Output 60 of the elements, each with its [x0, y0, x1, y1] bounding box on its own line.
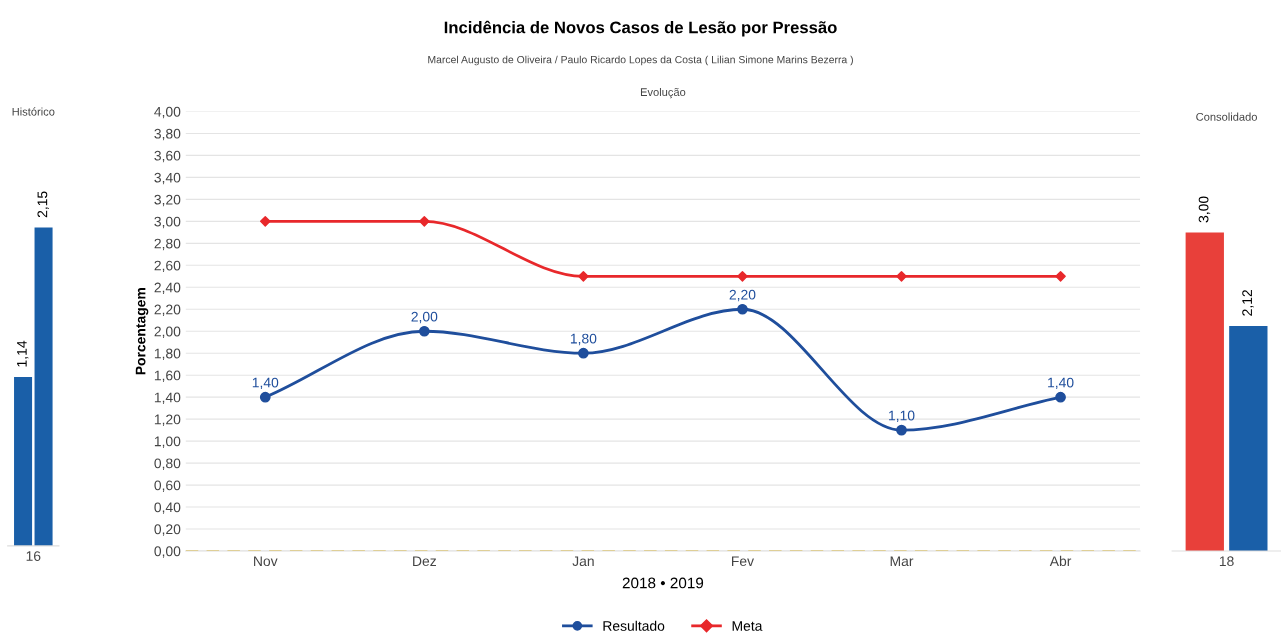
y-tick-label: 0,20: [154, 524, 181, 536]
x-tick-label: Abr: [1049, 555, 1072, 567]
data-label: 1,40: [252, 377, 279, 390]
data-label: 2,15: [37, 191, 49, 218]
point: [1055, 270, 1066, 282]
chart-title: Consolidado: [1196, 112, 1257, 121]
x-tick-label: Nov: [254, 556, 278, 567]
point: [896, 270, 907, 282]
y-tick-label: 0,00: [154, 546, 181, 558]
y-tick-label: 0,80: [154, 458, 181, 470]
y-tick-label: 2,80: [154, 238, 181, 251]
data-label: 1,40: [1048, 377, 1074, 390]
y-tick-label: 3,80: [154, 128, 181, 141]
x-tick-label: Fev: [732, 556, 754, 567]
data-label: 2,12: [1242, 290, 1254, 316]
data-label: 1,14: [17, 340, 29, 367]
point: [896, 424, 907, 436]
y-tick-label: 1,40: [154, 392, 181, 404]
y-tick-label: 0,60: [154, 480, 181, 492]
y-axis-title: Porcentagem: [135, 288, 149, 375]
data-label: 1,10: [889, 410, 915, 423]
chart-title: Histórico: [12, 107, 55, 116]
y-tick-label: 2,00: [154, 326, 181, 339]
x-tick-label: Dez: [413, 556, 436, 567]
point: [419, 216, 430, 227]
data-label: 3,00: [1198, 196, 1211, 223]
chart-subtitle: Marcel Augusto de Oliveira / Paulo Ricardo Lopes da Costa ( Lilian Simone Marins Bezerra ): [428, 55, 853, 66]
legend-label: Resultado: [603, 620, 665, 631]
chart-title: Incidência de Novos Casos de Lesão por Pressão: [444, 20, 837, 37]
y-tick-label: 3,60: [154, 150, 181, 163]
y-tick-label: 3,00: [154, 216, 181, 229]
point: [418, 325, 430, 337]
point: [737, 303, 748, 315]
point: [259, 391, 271, 403]
y-tick-label: 4,00: [154, 106, 181, 119]
y-tick-label: 2,20: [154, 304, 181, 317]
y-tick-label: 1,60: [154, 370, 181, 382]
y-tick-label: 2,60: [154, 260, 181, 273]
y-tick-label: 1,80: [154, 348, 181, 361]
point: [578, 347, 589, 359]
data-label: 1,80: [570, 333, 597, 346]
point: [259, 216, 271, 227]
text: Evolução: [640, 87, 686, 99]
x-axis-title: 2018 • 2019: [622, 577, 704, 589]
point: [1055, 391, 1066, 403]
point: [578, 270, 589, 282]
data-label: 2,00: [411, 311, 438, 324]
data-label: 2,20: [729, 289, 756, 302]
y-tick-label: 3,40: [154, 172, 181, 185]
y-tick-label: 1,20: [154, 414, 181, 426]
x-tick-label: 18: [1219, 556, 1234, 567]
x-tick-label: Jan: [572, 556, 594, 567]
point: [737, 270, 748, 282]
y-tick-label: 3,20: [154, 194, 181, 207]
y-tick-label: 0,40: [154, 502, 181, 514]
x-tick-label: Mar: [890, 556, 914, 567]
legend-label: Meta: [732, 621, 763, 631]
y-tick-label: 2,40: [154, 282, 181, 295]
y-tick-label: 1,00: [154, 436, 181, 448]
x-tick-label: 16: [26, 551, 41, 561]
